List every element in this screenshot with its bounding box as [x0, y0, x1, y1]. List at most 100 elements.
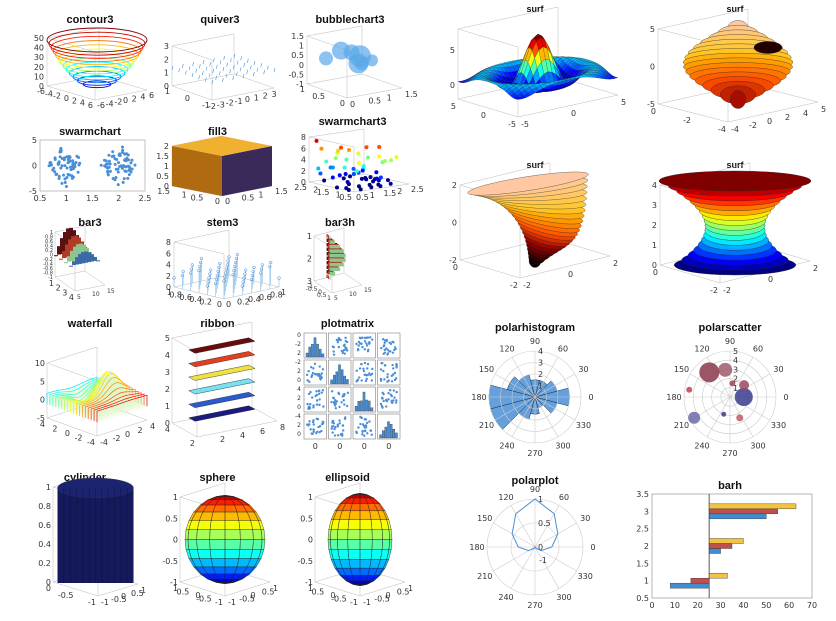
histogram-bar	[343, 375, 347, 385]
scatter-point	[384, 398, 388, 402]
scatter-point	[334, 407, 338, 410]
stem-marker	[197, 268, 201, 273]
z-tick-label: 0	[452, 219, 457, 228]
swarm-point	[68, 155, 72, 159]
scatter-point	[359, 422, 362, 426]
y-tick-label: 5	[77, 294, 81, 301]
z-tick-label: 0.5	[156, 172, 169, 181]
x-tick-label: 2	[56, 284, 61, 293]
z-tick-label: -0.5	[162, 557, 178, 566]
polar-grid-spoke	[706, 396, 731, 437]
swarm-point	[333, 156, 338, 161]
arrow	[233, 53, 236, 59]
x-tick-label: 40	[738, 601, 748, 610]
y-tick-label: 0	[568, 270, 573, 279]
bar	[328, 234, 330, 239]
panel-title: swarmchart3	[318, 116, 387, 128]
swarm-point	[112, 154, 116, 158]
scatter-point	[385, 338, 389, 342]
stem-marker	[242, 276, 246, 280]
y-tick-label: 6	[260, 427, 265, 436]
swarm-point	[345, 180, 350, 185]
scatter-point	[317, 372, 321, 376]
axis-frame	[94, 89, 148, 101]
scatter-point	[320, 391, 323, 394]
surf-band	[467, 171, 589, 196]
z-tick-label: 0.5	[291, 51, 304, 60]
scatter-point	[394, 347, 397, 351]
x-tick-label: 2	[72, 96, 77, 105]
y-tick-label: 0	[226, 300, 231, 309]
scatter-point	[392, 373, 395, 376]
angle-label: 330	[576, 421, 591, 430]
y-tick-label: 2	[263, 92, 268, 101]
swarm-point	[356, 160, 361, 165]
z-tick-label: 0	[650, 63, 655, 72]
scatter-point	[381, 397, 384, 400]
radius-label: 5	[733, 347, 738, 356]
angle-label: 330	[771, 421, 786, 430]
z-tick-label: 4	[166, 261, 171, 270]
y-tick-label: 4	[240, 431, 245, 440]
y-tick-label: -5	[29, 187, 37, 196]
axis-frame	[46, 362, 98, 382]
y-tick-label: 0	[768, 275, 773, 284]
angle-label: 120	[498, 493, 513, 502]
y-tick-label: 0.5	[368, 97, 381, 106]
x-tick-label: 1	[336, 191, 341, 200]
arrow	[185, 70, 187, 75]
bar	[90, 254, 94, 262]
scatter-point	[379, 377, 383, 381]
scatter-point	[393, 396, 396, 399]
scatter-point	[394, 377, 398, 380]
swarm-point	[377, 145, 382, 150]
panel-sphere: sphere 1 0.5 0 -0.5 -1 1 0.5 0 -0.5 -1 -1 -0.5 0 0.5 1	[150, 472, 285, 617]
panel-title: stem3	[206, 217, 239, 229]
bar	[708, 572, 728, 579]
stem-marker	[234, 260, 238, 265]
stem-marker	[234, 256, 239, 261]
scatter-point	[386, 373, 389, 376]
stem-marker	[241, 280, 245, 284]
histogram-bar	[311, 344, 314, 358]
z-tick-label: 1	[50, 230, 53, 236]
scatter-point	[321, 422, 325, 425]
stem-marker	[181, 269, 185, 274]
matrix-cell	[328, 359, 352, 386]
x-tick-label: 0	[64, 94, 69, 103]
z-tick-label: 1	[299, 42, 304, 51]
z-tick-label: 1.5	[156, 152, 169, 161]
bar	[329, 240, 336, 244]
x-tick-label: -1	[307, 283, 313, 290]
y-tick-label: 0.5	[242, 194, 255, 203]
z-tick-label: 0.4	[38, 540, 51, 549]
y-tick-label: 0	[125, 430, 130, 439]
swarm-point	[346, 148, 351, 153]
arrow	[247, 58, 249, 63]
x-tick-label: -2	[510, 281, 518, 290]
arrow	[178, 68, 180, 73]
z-tick-label: -1	[48, 275, 53, 281]
panel-barh: barh 0 10 20 30 40 50 60 70 0.5 1 1.5 2 2.5 3 3.5	[630, 480, 830, 620]
scatter-point	[369, 429, 372, 432]
scatter-point	[315, 403, 319, 406]
z-tick-label: 0	[164, 82, 169, 91]
axis-frame	[343, 272, 363, 286]
scatter-point	[345, 348, 348, 351]
arrow	[256, 67, 259, 72]
arrow	[219, 60, 222, 65]
stem-marker	[244, 268, 248, 272]
y-tick-label: -2	[295, 359, 301, 366]
swarm-point	[121, 148, 125, 152]
scatter-point	[368, 420, 371, 423]
matrix-cell	[303, 386, 327, 413]
swarm-point	[376, 182, 381, 187]
scatter-point	[365, 377, 368, 381]
y-tick-label: -2	[226, 99, 234, 108]
stem-marker	[208, 272, 212, 276]
arrow	[273, 67, 276, 73]
axis-frame	[179, 482, 226, 498]
y-tick-label: 2	[644, 542, 649, 551]
y-tick-label: 5	[334, 295, 338, 302]
